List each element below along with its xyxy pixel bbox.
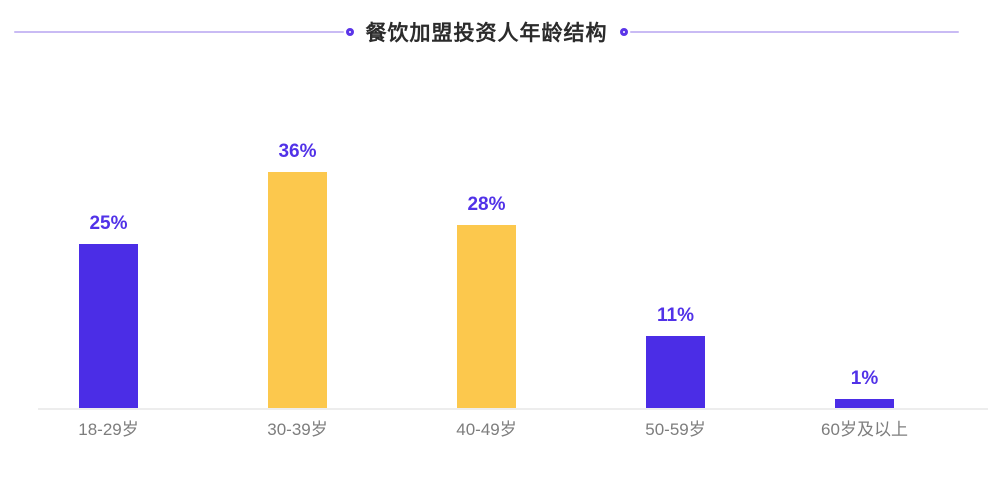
bar <box>457 225 516 408</box>
bar-group: 11% <box>581 0 770 408</box>
plot-area: 25% 36% 28% 11% 1% <box>14 0 959 408</box>
bar-value-label: 1% <box>850 368 879 389</box>
x-axis-label: 30-39岁 <box>267 420 328 439</box>
x-axis-label: 18-29岁 <box>78 420 139 439</box>
chart-title: 餐饮加盟投资人年龄结构 <box>365 22 608 45</box>
bar-value-label: 28% <box>467 194 506 215</box>
bar-group: 36% <box>203 0 392 408</box>
title-decoration-line-right <box>629 31 959 33</box>
bar-group: 25% <box>14 0 203 408</box>
bar <box>646 336 705 408</box>
bar-value-label: 25% <box>89 213 128 234</box>
bar <box>79 244 138 408</box>
title-decoration-ring-left-icon <box>345 28 354 36</box>
x-axis-label: 40-49岁 <box>456 420 517 439</box>
x-axis-label: 60岁及以上 <box>821 420 908 439</box>
x-axis-line <box>38 408 988 410</box>
title-row: 餐饮加盟投资人年龄结构 <box>14 18 959 46</box>
bar-value-label: 36% <box>278 141 317 162</box>
title-decoration-ring-right-icon <box>619 28 628 36</box>
x-axis-label: 50-59岁 <box>645 420 706 439</box>
bar-group: 1% <box>770 0 959 408</box>
title-decoration-line-left <box>14 31 344 33</box>
bar <box>268 172 327 408</box>
bar <box>835 399 894 408</box>
bar-group: 28% <box>392 0 581 408</box>
bar-value-label: 11% <box>657 305 694 326</box>
x-axis-labels-row: 18-29岁 30-39岁 40-49岁 50-59岁 60岁及以上 <box>14 420 959 440</box>
